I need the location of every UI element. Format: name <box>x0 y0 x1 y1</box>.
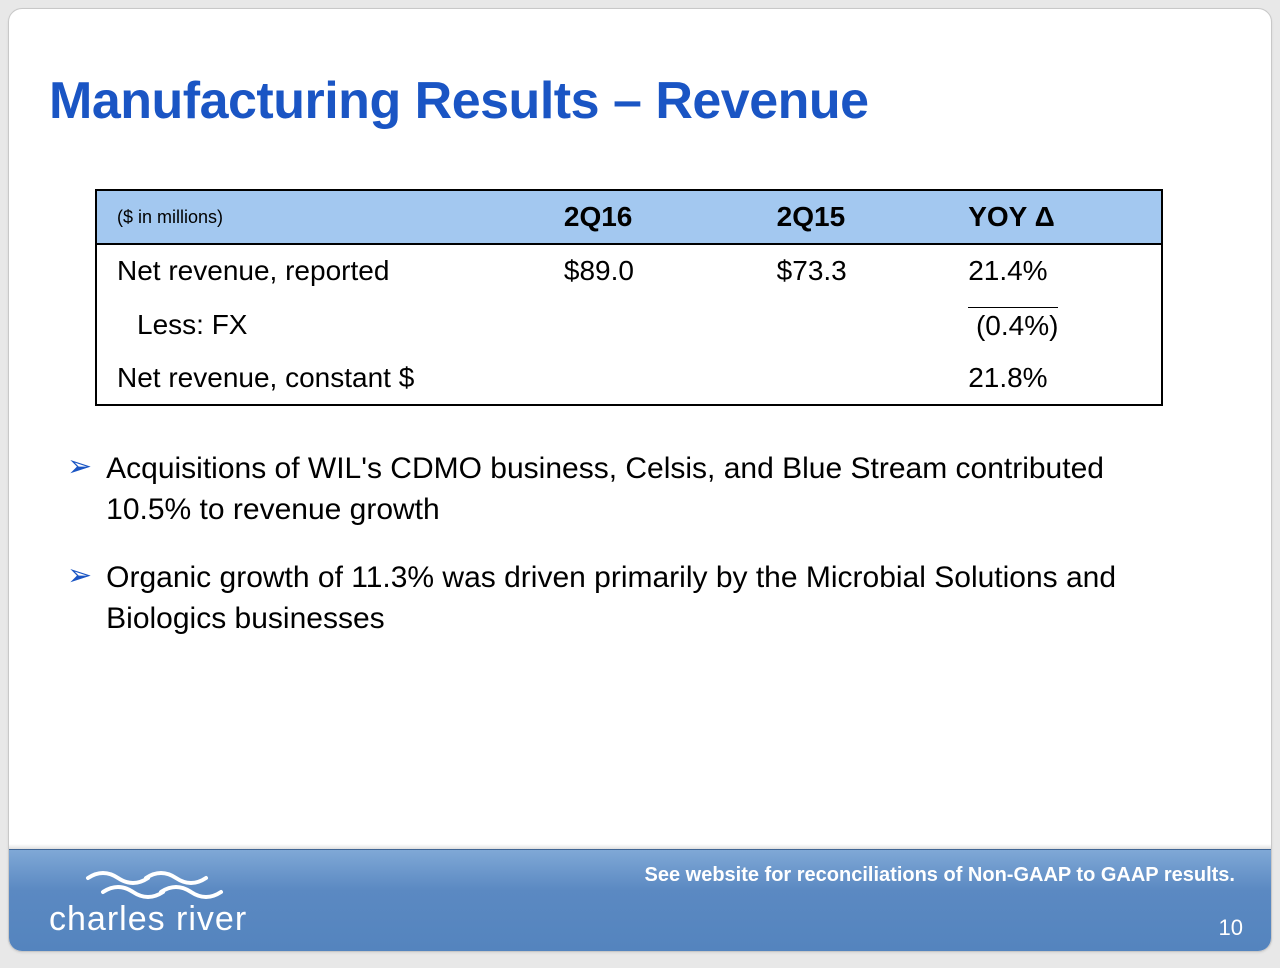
slide-frame: Manufacturing Results – Revenue ($ in mi… <box>8 8 1272 952</box>
table-row: Less: FX (0.4%) <box>97 297 1161 352</box>
table-header-row: ($ in millions) 2Q16 2Q15 YOY Δ <box>97 191 1161 244</box>
footer-note: See website for reconciliations of Non-G… <box>645 864 1236 887</box>
cell: 21.8% <box>948 352 1161 404</box>
cell <box>544 297 757 352</box>
cell: $89.0 <box>544 244 757 297</box>
bullet-text: Organic growth of 11.3% was driven prima… <box>106 558 1147 639</box>
cell: (0.4%) <box>948 297 1161 352</box>
footer-logo: charles river <box>49 866 247 939</box>
page-number: 10 <box>1219 915 1243 941</box>
row-label: Net revenue, constant $ <box>97 352 544 404</box>
bullet-item: ➢ Acquisitions of WIL's CDMO business, Ce… <box>67 449 1147 530</box>
brand-text: charles river <box>49 900 247 939</box>
bullet-item: ➢ Organic growth of 11.3% was driven prim… <box>67 558 1147 639</box>
bullet-text: Acquisitions of WIL's CDMO business, Cel… <box>106 449 1147 530</box>
table-row: Net revenue, reported$89.0$73.321.4% <box>97 244 1161 297</box>
row-label: Less: FX <box>97 297 544 352</box>
units-label: ($ in millions) <box>97 191 544 244</box>
table-body: Net revenue, reported$89.0$73.321.4%Less… <box>97 244 1161 404</box>
col-header-1: 2Q15 <box>757 191 949 244</box>
col-header-0: 2Q16 <box>544 191 757 244</box>
table-row: Net revenue, constant $ 21.8% <box>97 352 1161 404</box>
waves-icon <box>68 866 228 902</box>
cell <box>757 297 949 352</box>
row-label: Net revenue, reported <box>97 244 544 297</box>
cell <box>544 352 757 404</box>
col-header-2: YOY Δ <box>948 191 1161 244</box>
revenue-table: ($ in millions) 2Q16 2Q15 YOY Δ Net reve… <box>95 189 1163 406</box>
slide-title: Manufacturing Results – Revenue <box>49 71 869 131</box>
cell: 21.4% <box>948 244 1161 297</box>
footer-bar: charles river See website for reconcilia… <box>9 849 1271 951</box>
cell <box>757 352 949 404</box>
chevron-right-icon: ➢ <box>67 558 92 594</box>
cell: $73.3 <box>757 244 949 297</box>
bullet-list: ➢ Acquisitions of WIL's CDMO business, Ce… <box>67 449 1147 667</box>
chevron-right-icon: ➢ <box>67 449 92 485</box>
